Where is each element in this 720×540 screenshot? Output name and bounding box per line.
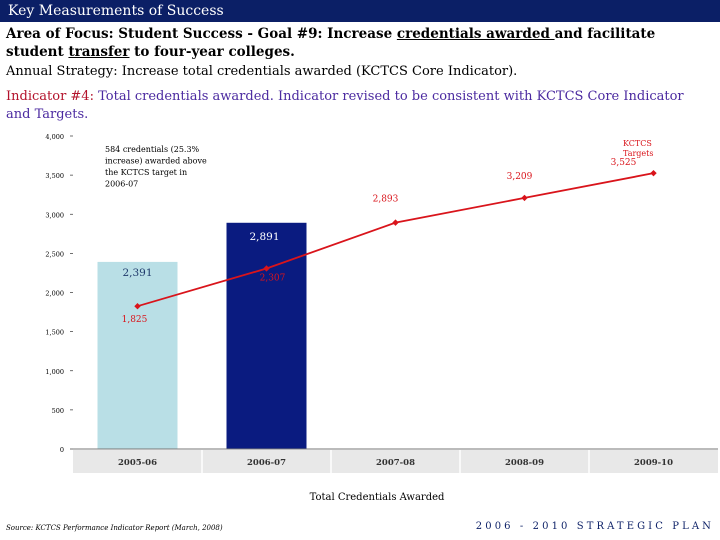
goal-middle: and facilitate student: [6, 26, 656, 60]
target-value-label: 3,209: [507, 172, 533, 182]
bar: [97, 261, 178, 449]
y-tick-label: 1,000: [45, 368, 64, 376]
y-tick-label: 0: [60, 446, 64, 454]
chart-annotation: increase) awarded above: [105, 157, 207, 166]
indicator-label: Indicator #4:: [6, 89, 94, 104]
chart-annotation: 2006-07: [105, 180, 138, 189]
y-tick-label: 4,000: [45, 133, 64, 141]
goal-underlined-transfer: transfer: [68, 44, 130, 60]
bar-value-label: 2,391: [122, 267, 152, 279]
target-value-label: 1,825: [122, 315, 148, 325]
target-point: [263, 265, 270, 272]
target-value-label: 2,307: [260, 273, 286, 283]
bar: [226, 222, 307, 449]
page-title: Key Measurements of Success: [8, 3, 224, 19]
goal-underlined-credentials: credentials awarded: [396, 26, 555, 42]
y-tick-label: 1,500: [45, 329, 64, 337]
x-tick-label: 2007-08: [376, 458, 415, 468]
indicator-description: Indicator #4: Total credentials awarded.…: [6, 88, 706, 124]
chart-container: 0 500 1,000 1,500 2,000 2,500 3,000 3,500 4,000 2…: [0, 128, 720, 510]
target-point: [392, 219, 399, 226]
chart-annotation: the KCTCS target in: [105, 168, 187, 177]
y-tick-label: 3,000: [45, 211, 64, 219]
x-tick-label: 2008-09: [505, 458, 544, 468]
x-tick-label: 2005-06: [118, 458, 157, 468]
target-series-line: [137, 172, 654, 308]
goal-statement: Area of Focus: Student Success - Goal #9…: [6, 25, 716, 61]
y-tick-label: 2,500: [45, 250, 64, 258]
indicator-text: Total credentials awarded. Indicator rev…: [6, 89, 684, 122]
y-tick-label: 500: [52, 407, 64, 415]
x-tick-label: 2006-07: [247, 458, 286, 468]
strategic-plan-footer: 2006 - 2010 STRATEGIC PLAN: [475, 521, 714, 532]
bar-value-label: 2,891: [249, 231, 279, 243]
x-tick-label: 2009-10: [634, 458, 673, 468]
target-series-name: KCTCS: [623, 139, 652, 148]
target-value-label: 3,525: [611, 158, 637, 168]
goal-suffix: to four-year colleges.: [129, 44, 295, 60]
annual-strategy: Annual Strategy: Increase total credenti…: [6, 64, 518, 79]
y-tick-label: 3,500: [45, 172, 64, 180]
target-point: [134, 302, 141, 310]
credentials-chart: 0 500 1,000 1,500 2,000 2,500 3,000 3,500 4,000 2…: [45, 133, 718, 503]
x-axis-title: Total Credentials Awarded: [310, 492, 445, 503]
y-tick-label: 2,000: [45, 290, 64, 298]
target-point: [650, 169, 657, 177]
target-series-name: Targets: [623, 149, 653, 158]
source-note: Source: KCTCS Performance Indicator Repo…: [6, 524, 223, 532]
header-bar: Key Measurements of Success: [0, 0, 720, 22]
chart-annotation: 584 credentials (25.3%: [105, 145, 200, 154]
goal-prefix: Area of Focus: Student Success - Goal #9…: [6, 26, 397, 42]
target-value-label: 2,893: [373, 195, 399, 205]
target-point: [521, 194, 528, 202]
x-axis-band: [73, 450, 718, 473]
